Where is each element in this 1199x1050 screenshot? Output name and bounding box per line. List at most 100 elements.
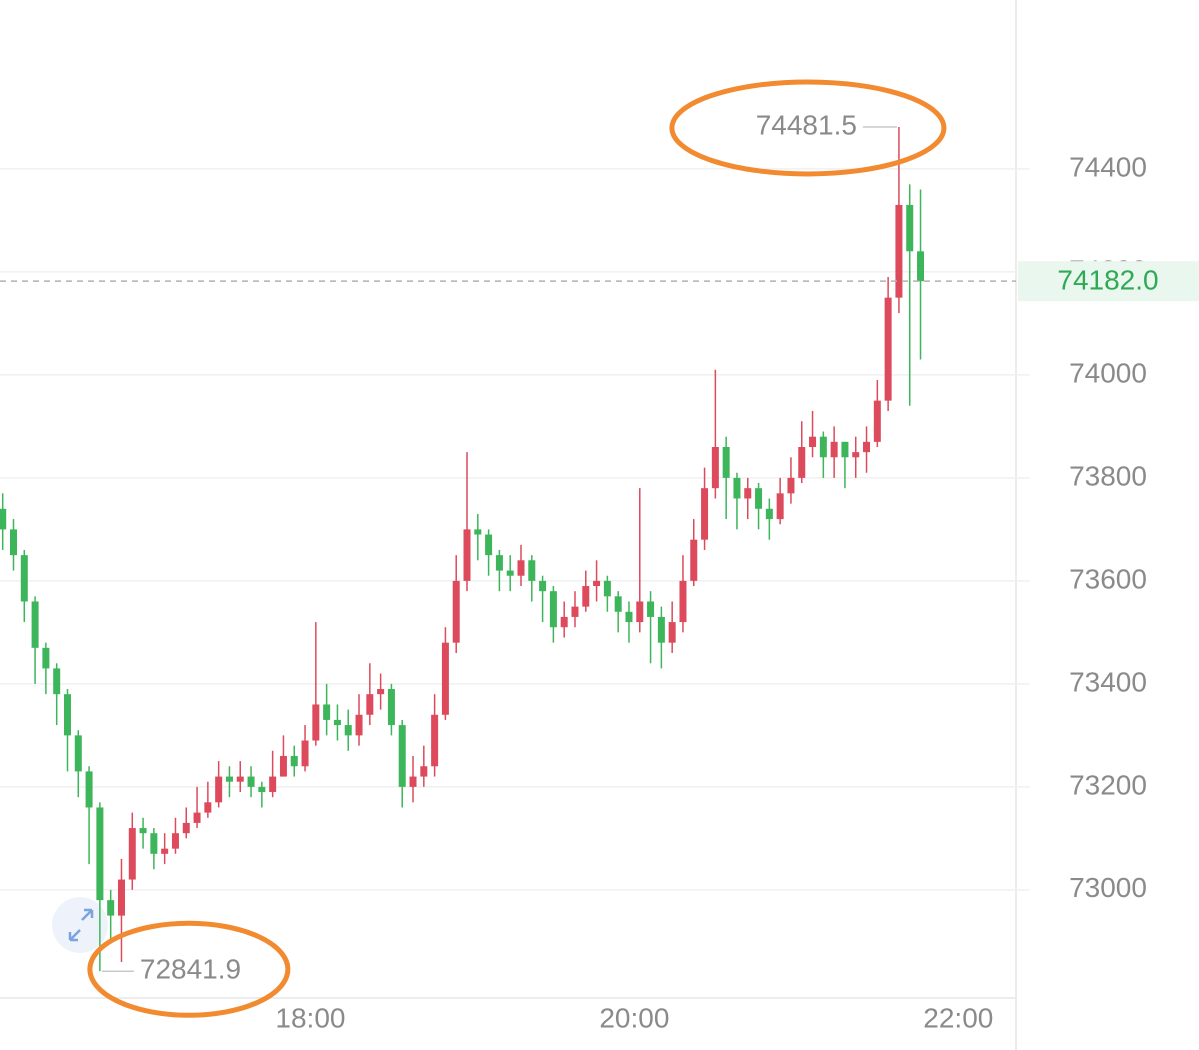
candle-body — [204, 802, 212, 813]
candle-body — [733, 477, 741, 499]
candle-body — [247, 776, 255, 787]
candle-body — [96, 807, 104, 901]
y-tick-label: 74000 — [1069, 357, 1147, 388]
candle-body — [161, 848, 169, 854]
candle-body — [647, 601, 655, 617]
candle-body — [873, 400, 881, 442]
candle-body — [614, 596, 622, 612]
candle-body — [128, 828, 136, 880]
candle-body — [582, 586, 590, 607]
x-tick-label: 18:00 — [275, 1002, 345, 1033]
candle-body — [571, 606, 579, 617]
candle-body — [776, 493, 784, 520]
candle-body — [431, 714, 439, 767]
candle-body — [107, 900, 115, 916]
candle-body — [398, 725, 406, 787]
candle-body — [668, 622, 676, 643]
y-tick-label: 73000 — [1069, 872, 1147, 903]
x-tick-label: 20:00 — [599, 1002, 669, 1033]
candle-body — [20, 555, 28, 602]
candle-body — [517, 560, 525, 576]
candle-body — [366, 694, 374, 715]
max-label: 74481.5 — [756, 109, 857, 140]
candle-body — [42, 647, 50, 669]
candle-body — [31, 601, 39, 648]
candle-body — [798, 446, 806, 478]
candle-body — [452, 580, 460, 643]
candle-body — [863, 441, 871, 453]
min-label: 72841.9 — [140, 954, 241, 985]
last-price-box — [1018, 261, 1199, 302]
candle-body — [193, 812, 201, 823]
candle-body — [528, 560, 536, 581]
candle-body — [117, 879, 125, 916]
candle-body — [74, 735, 82, 772]
icon-bg — [52, 897, 108, 953]
candle-body — [463, 529, 471, 581]
candle-body — [625, 611, 633, 623]
candle-body — [895, 204, 903, 298]
candle-body — [593, 580, 601, 587]
icon-arrows — [68, 908, 94, 942]
candle-body — [755, 488, 763, 509]
candle-body — [549, 591, 557, 628]
candle-body — [344, 725, 352, 736]
candle-body — [9, 529, 17, 556]
candle-body — [679, 580, 687, 623]
candle-body — [485, 534, 493, 556]
candle-body — [711, 446, 719, 489]
candle-body — [506, 570, 514, 576]
candle-body — [603, 580, 611, 597]
candle-body — [539, 580, 547, 592]
candle-body — [150, 833, 158, 854]
candle-body — [657, 616, 665, 643]
candle-body — [63, 694, 71, 736]
candle-body — [312, 704, 320, 741]
candle-body — [560, 616, 568, 628]
y-tick-label: 73800 — [1069, 460, 1147, 491]
candle-body — [409, 776, 417, 787]
candle-body — [852, 452, 860, 458]
candle-body — [636, 601, 644, 623]
y-tick-label: 74400 — [1069, 151, 1147, 182]
candle-body — [495, 555, 503, 571]
candle-body — [722, 446, 730, 478]
candle-body — [290, 755, 298, 767]
candle-body — [830, 441, 838, 458]
candle-body — [279, 755, 287, 777]
candle-body — [387, 689, 395, 726]
candle-body — [917, 251, 925, 282]
candle-body — [744, 488, 752, 499]
candle-body — [377, 689, 385, 695]
candle-body — [819, 436, 827, 458]
candle-body — [765, 508, 773, 520]
candle-body — [333, 719, 341, 726]
candle-body — [215, 776, 223, 803]
candle-body — [323, 704, 331, 720]
candle-body — [171, 833, 179, 849]
y-tick-label: 73400 — [1069, 666, 1147, 697]
candle-body — [0, 508, 7, 530]
candle-body — [182, 822, 190, 834]
expand-icon[interactable] — [52, 897, 108, 953]
last-price-label: 74182.0 — [1057, 265, 1158, 296]
candle-body — [53, 668, 61, 695]
candle-body — [258, 786, 266, 793]
candle-body — [884, 297, 892, 401]
y-tick-label: 73600 — [1069, 563, 1147, 594]
candle-body — [355, 714, 363, 736]
candle-body — [301, 740, 309, 767]
candle-body — [441, 642, 449, 715]
candle-body — [474, 529, 482, 535]
candle-body — [236, 776, 244, 782]
candle-body — [701, 488, 709, 540]
candle-body — [139, 828, 147, 834]
candle-body — [906, 204, 914, 252]
candle-body — [85, 771, 93, 808]
y-tick-label: 73200 — [1069, 769, 1147, 800]
highlight-ellipse — [87, 920, 291, 1018]
x-tick-label: 22:00 — [923, 1002, 993, 1033]
candle-body — [690, 539, 698, 581]
candle-body — [809, 436, 817, 447]
